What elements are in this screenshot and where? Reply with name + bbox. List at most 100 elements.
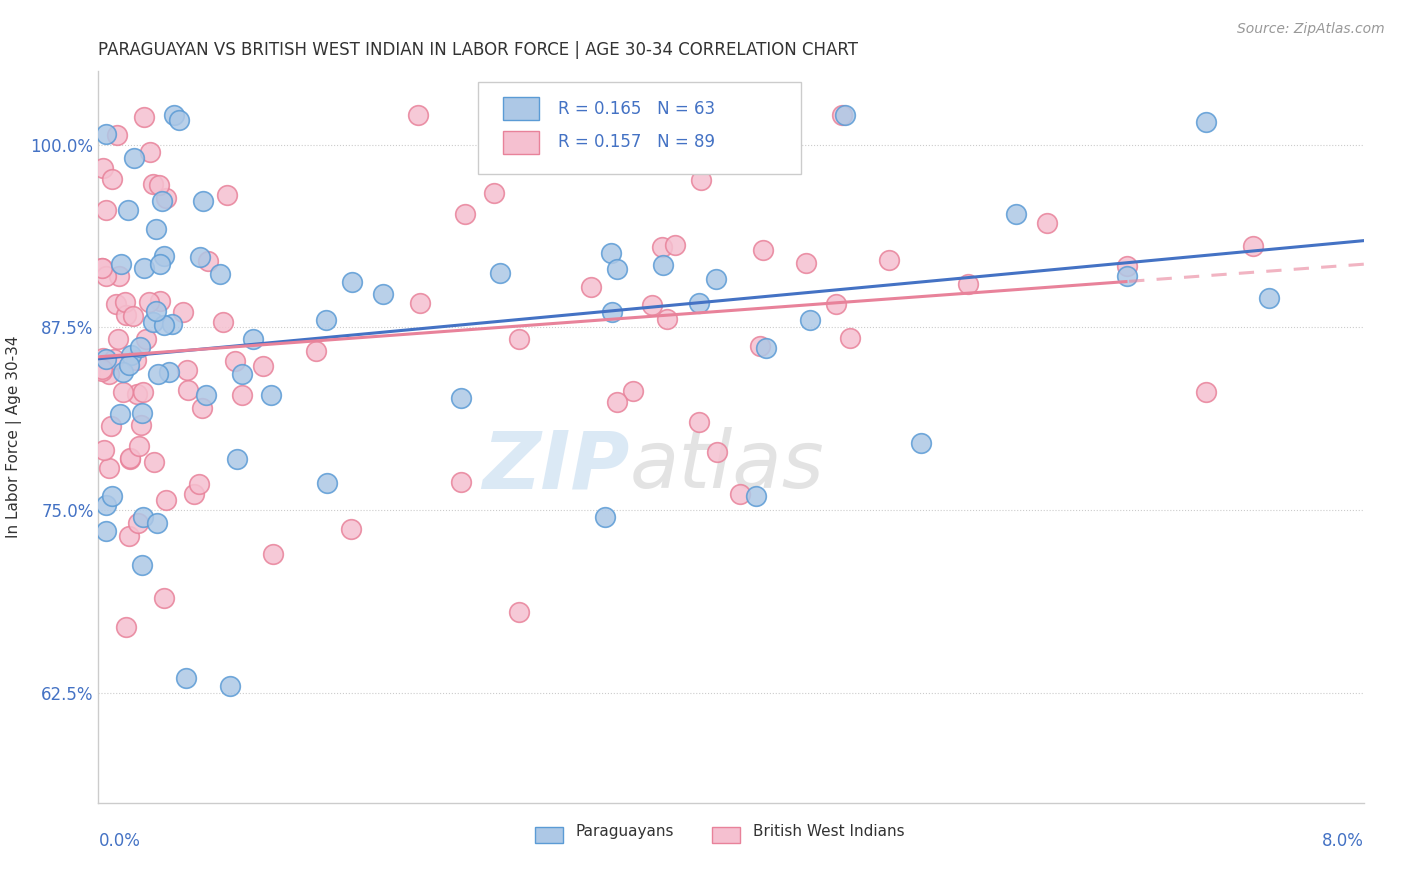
Point	[593, 510, 616, 524]
FancyBboxPatch shape	[503, 130, 538, 154]
Point	[91, 351, 114, 366]
Point	[706, 445, 728, 459]
Point	[187, 477, 209, 491]
Point	[450, 475, 472, 489]
Point	[231, 388, 253, 402]
Point	[599, 245, 621, 260]
Point	[163, 108, 186, 122]
Point	[93, 442, 115, 457]
FancyBboxPatch shape	[711, 827, 740, 843]
Point	[957, 277, 980, 291]
Point	[619, 108, 641, 122]
Point	[315, 475, 337, 490]
Point	[148, 178, 170, 192]
Point	[799, 313, 821, 327]
Point	[315, 313, 337, 327]
FancyBboxPatch shape	[478, 82, 800, 174]
Point	[155, 493, 177, 508]
Point	[242, 332, 264, 346]
Point	[209, 268, 232, 282]
Y-axis label: In Labor Force | Age 30-34: In Labor Force | Age 30-34	[6, 335, 22, 539]
Point	[90, 361, 112, 376]
Point	[142, 315, 165, 329]
Point	[621, 384, 644, 399]
Point	[94, 202, 117, 217]
Point	[489, 266, 512, 280]
Point	[226, 452, 249, 467]
Point	[174, 672, 197, 686]
Text: ZIP: ZIP	[482, 427, 630, 506]
Point	[371, 286, 394, 301]
Text: R = 0.157   N = 89: R = 0.157 N = 89	[558, 133, 714, 152]
Point	[112, 384, 135, 399]
Point	[118, 359, 141, 373]
Text: Paraguayans: Paraguayans	[575, 824, 673, 838]
Point	[409, 296, 432, 310]
Point	[177, 383, 200, 397]
Point	[1036, 216, 1059, 230]
Point	[1257, 291, 1279, 305]
Point	[153, 591, 176, 605]
Point	[605, 108, 627, 122]
Point	[90, 364, 112, 378]
Point	[120, 348, 142, 362]
Point	[118, 529, 141, 543]
Point	[122, 151, 145, 165]
Point	[211, 315, 233, 329]
Point	[118, 450, 141, 465]
Point	[749, 339, 772, 353]
Point	[167, 113, 190, 128]
Text: 8.0%: 8.0%	[1322, 832, 1364, 850]
Point	[176, 363, 198, 377]
Point	[751, 243, 773, 257]
Point	[191, 401, 214, 416]
Point	[600, 305, 623, 319]
Point	[97, 460, 120, 475]
Point	[125, 353, 148, 368]
Point	[108, 407, 131, 421]
Point	[100, 419, 122, 434]
Point	[143, 455, 166, 469]
Point	[145, 221, 167, 235]
Point	[690, 172, 713, 186]
Point	[104, 297, 127, 311]
Point	[406, 108, 429, 122]
Point	[131, 418, 153, 433]
Point	[606, 262, 628, 277]
Point	[454, 207, 477, 221]
Point	[606, 395, 628, 409]
Point	[688, 415, 710, 429]
Text: PARAGUAYAN VS BRITISH WEST INDIAN IN LABOR FORCE | AGE 30-34 CORRELATION CHART: PARAGUAYAN VS BRITISH WEST INDIAN IN LAB…	[98, 41, 859, 59]
Point	[688, 296, 710, 310]
Point	[825, 297, 848, 311]
Point	[100, 172, 122, 186]
Point	[145, 304, 167, 318]
Point	[96, 498, 118, 512]
Point	[877, 253, 900, 268]
Text: 0.0%: 0.0%	[98, 832, 141, 850]
Point	[107, 332, 129, 346]
Point	[94, 269, 117, 284]
Point	[114, 294, 136, 309]
Point	[122, 309, 145, 323]
Point	[131, 510, 153, 524]
Point	[193, 194, 215, 209]
Point	[132, 260, 155, 275]
Point	[127, 516, 149, 531]
Point	[1241, 239, 1264, 253]
Point	[195, 387, 218, 401]
Point	[153, 249, 176, 263]
Point	[149, 293, 172, 308]
Point	[127, 387, 149, 401]
Point	[262, 547, 284, 561]
Point	[1004, 207, 1026, 221]
Point	[1195, 115, 1218, 129]
Point	[755, 341, 778, 355]
Point	[651, 258, 673, 272]
Point	[157, 365, 180, 379]
Point	[91, 161, 114, 176]
Point	[103, 351, 125, 366]
Point	[155, 191, 177, 205]
Point	[105, 128, 128, 143]
Point	[655, 312, 678, 326]
